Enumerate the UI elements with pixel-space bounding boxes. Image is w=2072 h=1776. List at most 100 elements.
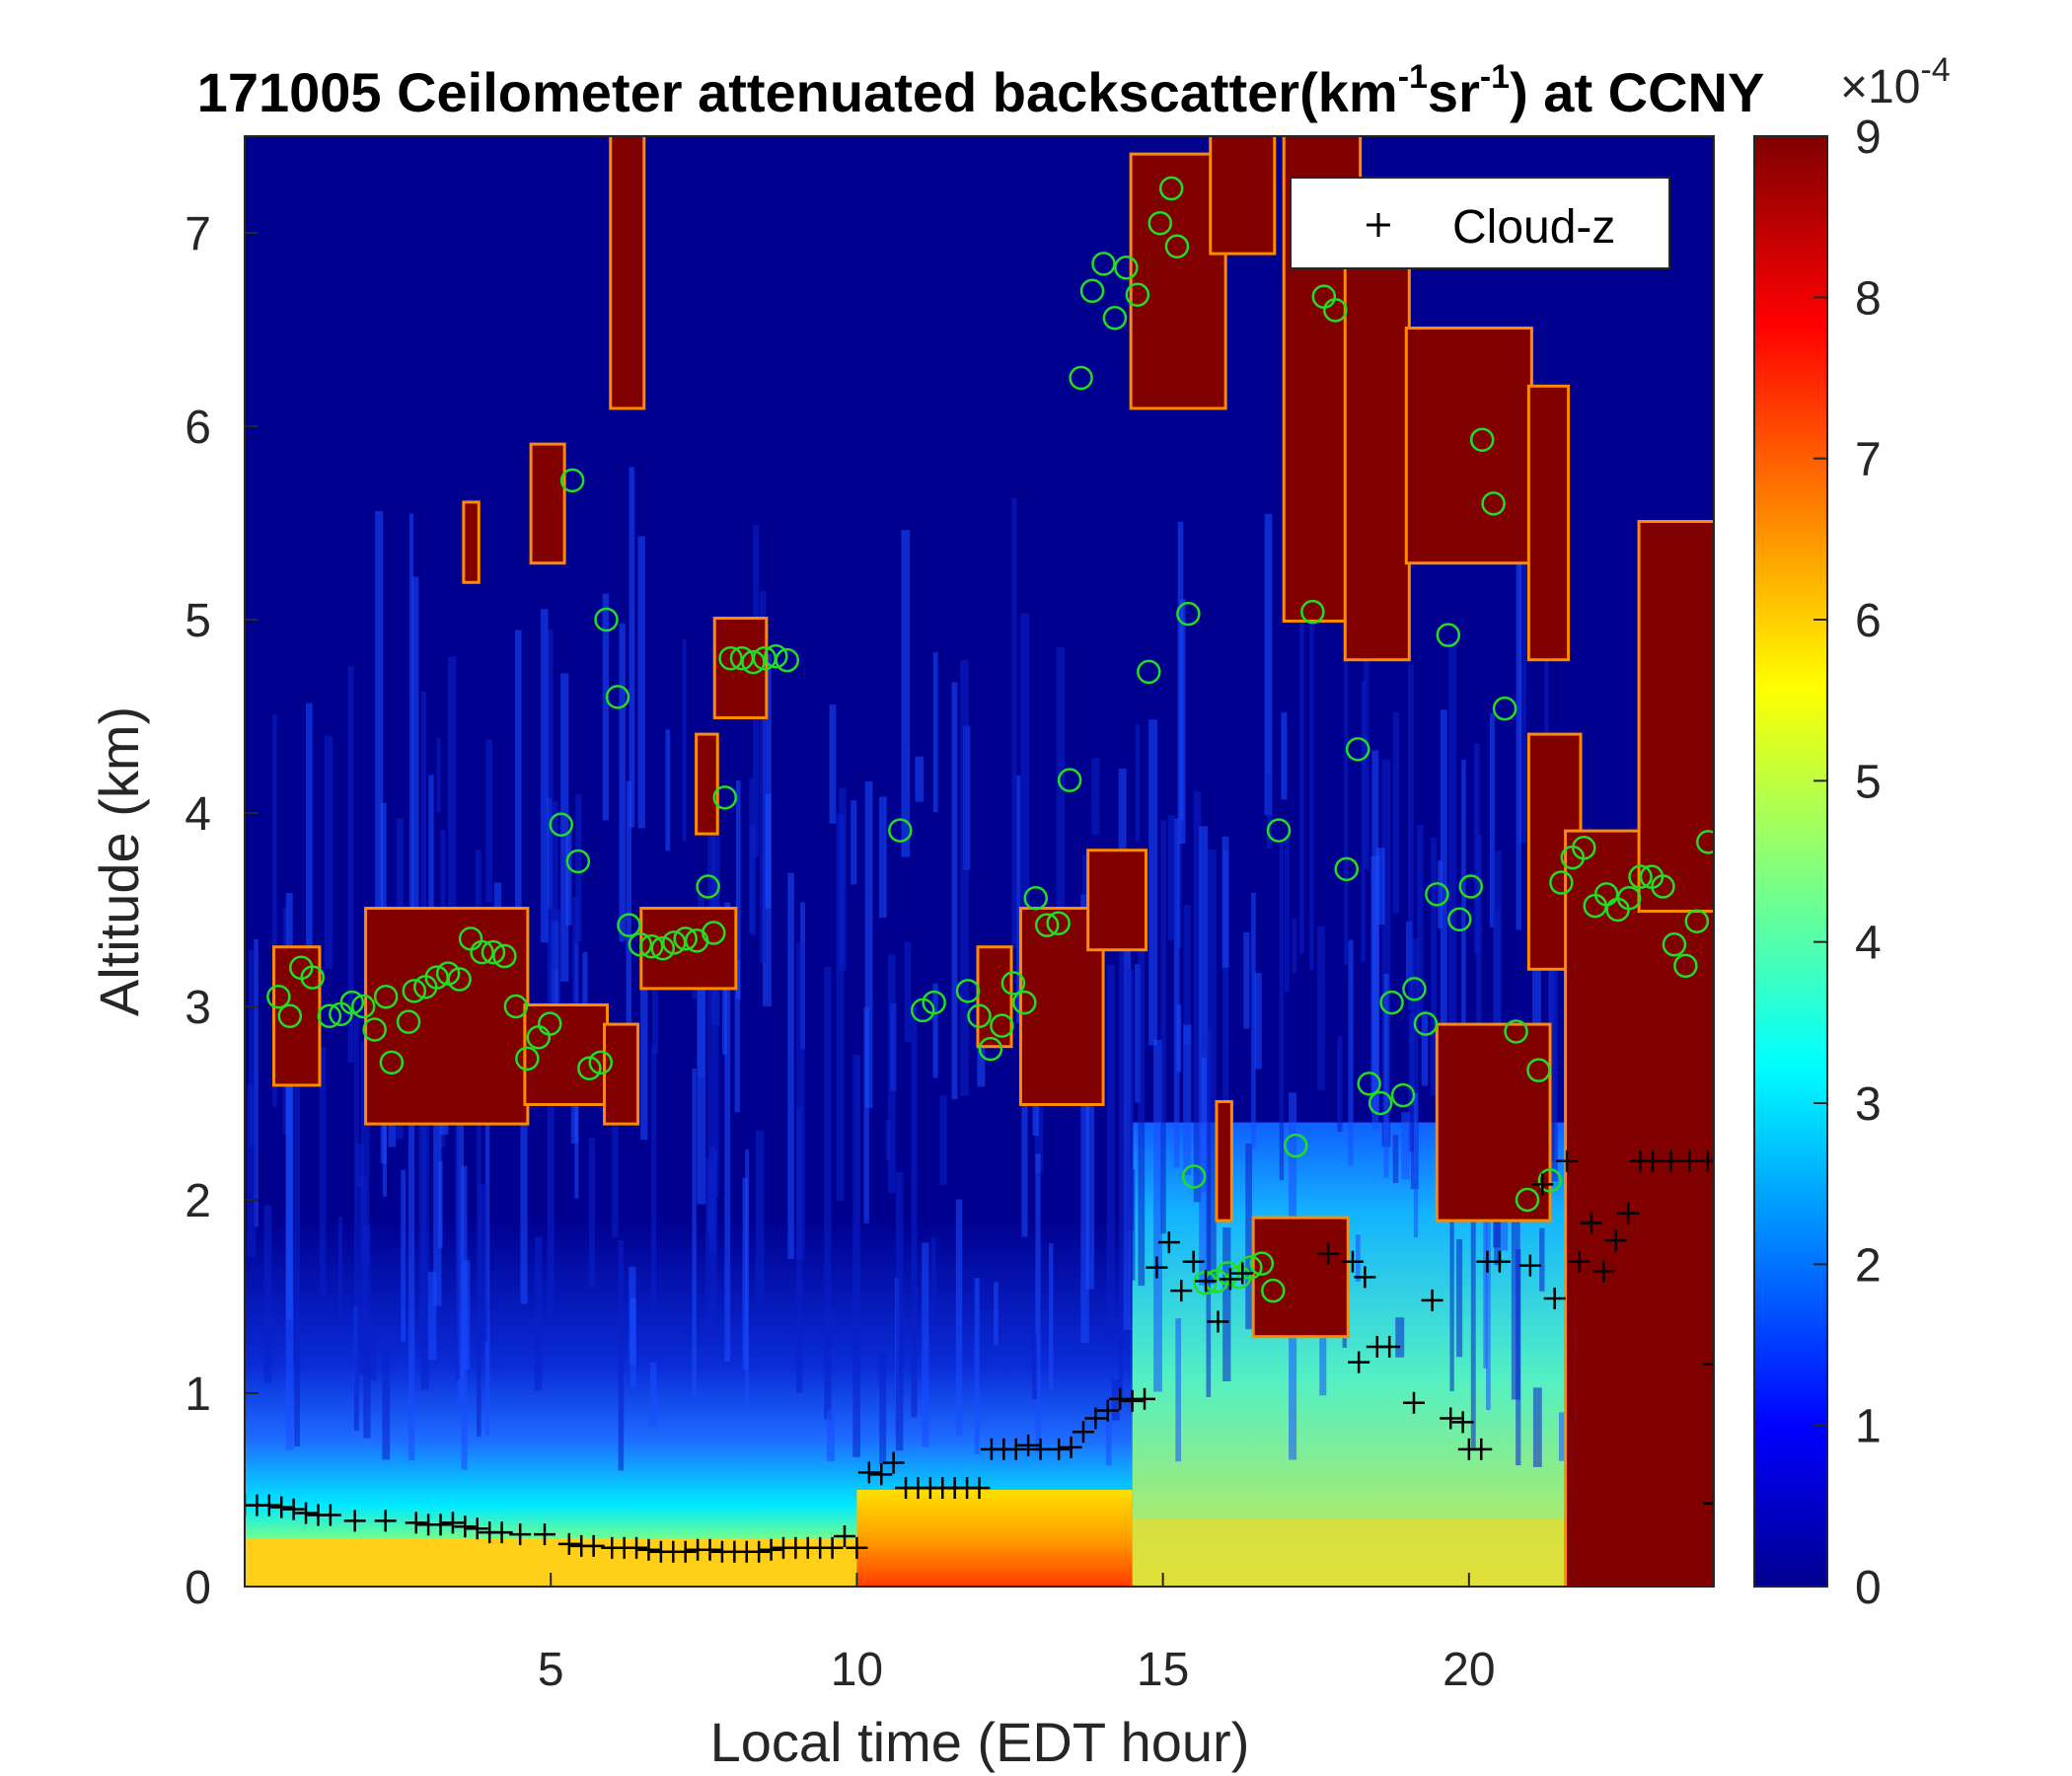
noise-streak [682,639,687,842]
cloud-circle-point [1662,932,1687,957]
plot-area [245,136,1714,1587]
noise-streak [852,1054,860,1457]
noise-streak [355,1144,364,1188]
cloud-z-point [1703,1353,1714,1375]
cloud-circle-point [1469,427,1495,452]
cloud-circle-point [1390,1082,1416,1108]
noise-streak [1254,973,1262,1070]
y-tick-label: 2 [185,1175,211,1227]
cloud-circle-point [1357,1072,1381,1096]
noise-streak [1222,851,1229,1114]
cloud-layer [1567,832,1714,1587]
cloud-z-point [1072,1421,1094,1443]
noise-streak [1292,918,1297,973]
title-sup2: -1 [1480,58,1510,96]
cloud-z-point [699,1538,721,1561]
cloud-circle-point [549,812,573,838]
cloud-z-point [1696,1149,1714,1172]
noise-streak [540,609,549,943]
title-sup1: -1 [1398,58,1428,96]
noise-streak [1532,905,1541,1050]
cloud-circle-point [1283,1133,1308,1158]
y-tick-label: 7 [185,208,211,260]
noise-streak [1440,709,1447,1108]
noise-streak [951,682,958,1100]
cloud-circle-point [967,1003,992,1029]
noise-streak [1518,438,1526,844]
cloud-circle-point [712,785,738,810]
cloud-z-point [846,1536,868,1559]
noise-streak [401,1169,407,1343]
cloud-z-point [1017,1434,1040,1456]
cloud-circle-point [1057,768,1082,792]
cloud-z-point [1531,1173,1554,1196]
noise-streak [1105,1419,1112,1466]
cloud-z-point [295,1502,318,1524]
cloud-z-point [1543,1287,1566,1309]
noise-streak [534,1236,543,1391]
noise-streak [1486,1221,1491,1411]
cloud-circle-point [1628,864,1653,889]
cloud-circle-point [628,932,653,957]
cloud-circle-point [1102,305,1128,331]
cloud-z-point [1182,1250,1205,1273]
noise-streak [922,1242,929,1447]
y-tick-label: 0 [185,1562,211,1614]
noise-streak [878,796,887,919]
cloud-layer [1407,330,1530,562]
noise-streak [1516,495,1522,930]
cloud-z-point [821,1536,844,1559]
cloud-circle-point [1651,874,1675,899]
colorbar-tick-label: 2 [1855,1239,1882,1292]
noise-streak [294,991,301,1447]
colorbar-ticks: 0 1 2 3 4 5 6 7 8 9 [1813,111,1882,1614]
noise-streak [826,1409,835,1461]
noise-streak [411,576,419,978]
noise-streak [1153,1039,1162,1392]
noise-streak [851,800,857,885]
noise-streak [829,704,837,824]
colorbar-tick-label: 4 [1855,918,1882,970]
cloud-z-point [374,1510,397,1532]
noise-streak [1167,815,1176,941]
cloud-circle-point [565,849,591,874]
noise-streak [1299,576,1304,954]
cloud-circle-point [1069,365,1093,391]
noise-streak [560,673,569,982]
noise-streak [887,954,896,1194]
colorbar-tick-label: 7 [1855,434,1882,486]
cloud-z-point [1617,1202,1640,1224]
noise-streak [749,778,755,933]
cloud-circle-point [1158,176,1184,201]
title-prefix: 171005 Ceilometer attenuated backscatter… [197,61,1398,123]
noise-streak [515,629,522,951]
cloud-circle-point [978,1036,1003,1062]
noise-streak [1383,974,1389,1178]
noise-streak [755,1130,765,1302]
noise-streak [418,974,426,1349]
cloud-z-point [1146,1256,1168,1279]
cloud-layer [606,1025,637,1123]
colorbar-tick-label: 1 [1855,1401,1882,1453]
cloud-circle-point [1345,737,1370,762]
y-tick-label: 4 [185,788,211,841]
cloud-circle-point [588,1050,614,1075]
noise-streak [1364,486,1369,869]
legend: Cloud-z [1290,177,1670,269]
cloud-circle-point [266,984,291,1009]
noise-streak [1135,964,1142,1103]
cloud-circle-point [1696,830,1714,854]
noise-streak [572,897,579,1031]
noise-streak [1344,633,1349,965]
cloud-circle-point [1034,913,1060,937]
noise-streak [1413,1092,1419,1238]
cloud-z-point [1170,1280,1193,1302]
cloud-circle-point [1684,909,1710,934]
cloud-z-point [1402,1391,1425,1414]
cloud-layer [1218,1103,1230,1220]
cloud-circle-point [888,818,913,843]
cloud-z-point [1378,1335,1401,1358]
noise-streak [457,1116,464,1407]
cloud-z-point [343,1510,366,1532]
noise-streak [629,467,635,828]
